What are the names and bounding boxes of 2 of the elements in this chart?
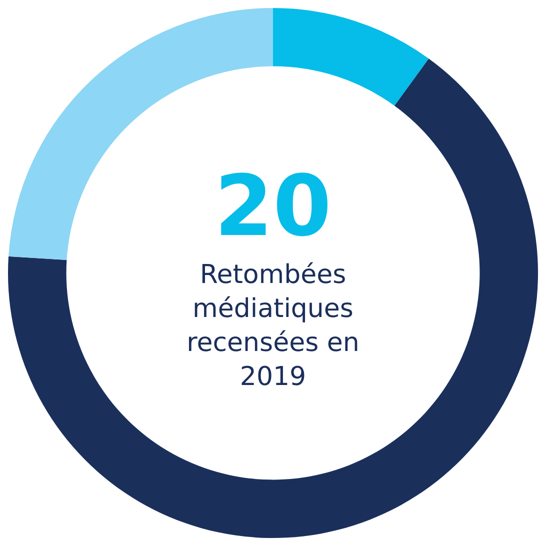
text: 20 [214, 157, 332, 255]
text: Retombées médiatiques recensées en 2019 [186, 259, 360, 394]
